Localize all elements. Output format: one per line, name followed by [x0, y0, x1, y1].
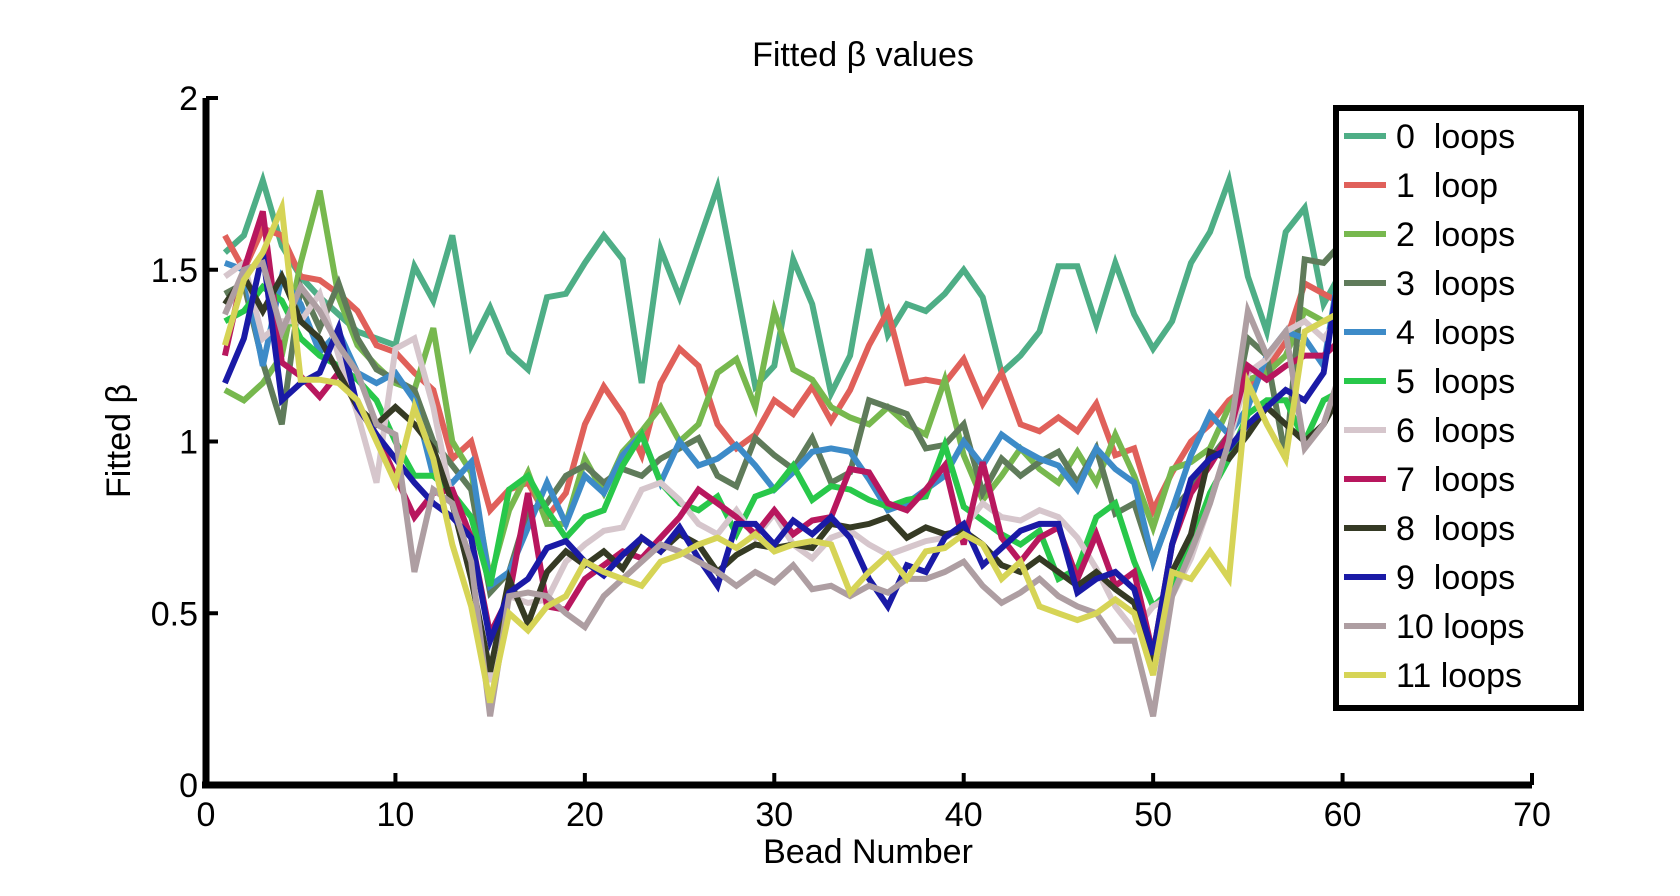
x-tick-label-2: 20 — [566, 796, 604, 834]
x-tick-label-1: 10 — [377, 796, 415, 834]
series-line-11 — [222, 196, 1345, 704]
legend-items: 0 loops 1 loop 2 loops 3 loops 4 loops 5 loop… — [1344, 118, 1525, 695]
x-axis-label: Bead Number — [763, 833, 973, 871]
y-axis-label: Fitted β — [100, 384, 138, 498]
y-tick-label-0: 0 — [179, 767, 198, 805]
x-tick-label-5: 50 — [1134, 796, 1172, 834]
series-line-10 — [222, 258, 1346, 718]
series-line-9 — [222, 251, 1346, 656]
legend-label-5: 5 loops — [1396, 363, 1515, 401]
x-tick-label-0: 0 — [197, 796, 216, 834]
series-line-1 — [222, 224, 1345, 523]
y-tick-label-2: 1 — [179, 424, 198, 462]
x-tick-label-7: 70 — [1513, 796, 1551, 834]
x-ticks: 0 10 20 30 40 50 60 70 — [197, 773, 1551, 834]
x-tick-label-3: 30 — [755, 796, 793, 834]
legend-label-10: 10 loops — [1396, 608, 1525, 646]
legend-label-2: 2 loops — [1396, 216, 1515, 254]
legend-label-1: 1 loop — [1396, 167, 1498, 205]
x-tick-label-6: 60 — [1324, 796, 1362, 834]
legend-label-11: 11 loops — [1396, 657, 1522, 695]
x-tick-label-4: 40 — [945, 796, 983, 834]
y-tick-label-3: 1.5 — [151, 252, 198, 290]
series-line-0 — [222, 169, 1346, 403]
series-layer — [221, 169, 1346, 718]
legend-label-0: 0 loops — [1396, 118, 1515, 156]
legend-label-6: 6 loops — [1396, 412, 1515, 450]
legend-label-4: 4 loops — [1396, 314, 1515, 352]
legend-label-8: 8 loops — [1396, 510, 1515, 548]
legend-label-3: 3 loops — [1396, 265, 1515, 303]
legend-box — [1333, 105, 1584, 711]
legend: 0 loops 1 loop 2 loops 3 loops 4 loops 5 loop… — [1333, 105, 1584, 711]
legend-label-7: 7 loops — [1396, 461, 1515, 499]
y-tick-label-1: 0.5 — [151, 595, 198, 633]
chart-title: Fitted β values — [752, 36, 974, 74]
y-tick-label-4: 2 — [179, 80, 198, 118]
y-ticks: 0 0.5 1 1.5 2 — [151, 80, 218, 805]
legend-label-9: 9 loops — [1396, 559, 1515, 597]
axes: 0 10 20 30 40 50 60 70 0 0.5 1 1.5 2 — [151, 80, 1551, 834]
